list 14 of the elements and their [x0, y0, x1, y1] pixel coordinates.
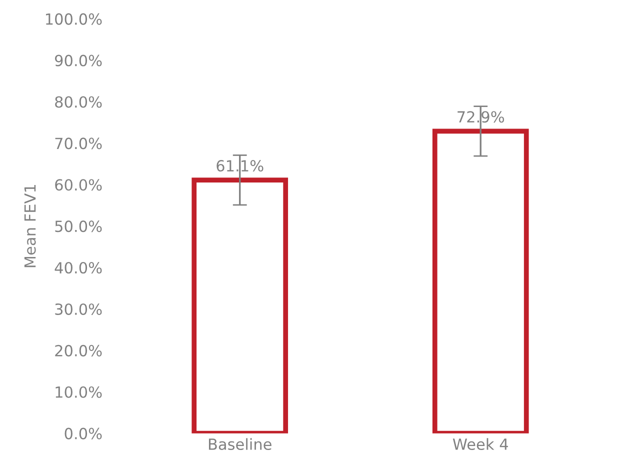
x-tick-label: Week 4: [452, 438, 508, 450]
y-tick-label: 40.0%: [54, 262, 102, 274]
y-tick-label: 80.0%: [55, 96, 102, 108]
y-tick-label: 100.0%: [46, 13, 102, 25]
y-tick-label: 10.0%: [56, 386, 102, 398]
y-tick-label: 0.0%: [64, 428, 102, 440]
y-tick-label: 50.0%: [55, 220, 102, 232]
y-tick-label: 60.0%: [55, 179, 102, 191]
y-tick-label: 20.0%: [55, 344, 102, 356]
y-tick-label: 90.0%: [55, 54, 102, 66]
x-tick-label: Baseline: [208, 438, 272, 450]
y-tick-label: 70.0%: [55, 138, 102, 150]
y-axis-title: Mean FEV1: [24, 184, 36, 268]
y-tick-label: 30.0%: [55, 303, 102, 315]
